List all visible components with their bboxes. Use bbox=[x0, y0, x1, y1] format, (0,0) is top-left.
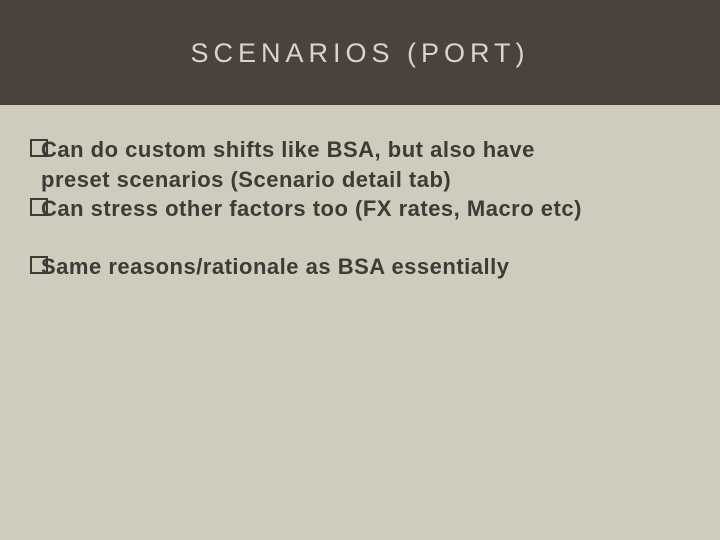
bullet-text-cont: preset scenarios (Scenario detail tab) bbox=[30, 165, 690, 195]
slide: SCENARIOS (PORT) Can do custom shifts li… bbox=[0, 0, 720, 540]
bullet-group-1: Can do custom shifts like BSA, but also … bbox=[30, 135, 690, 224]
bullet-item: Can stress other factors too (FX rates, … bbox=[30, 194, 690, 224]
slide-content: Can do custom shifts like BSA, but also … bbox=[0, 105, 720, 282]
bullet-text: Can stress other factors too (FX rates, … bbox=[41, 194, 582, 224]
bullet-item: Same reasons/rationale as BSA essentiall… bbox=[30, 252, 690, 282]
bullet-text: Same reasons/rationale as BSA essentiall… bbox=[41, 252, 509, 282]
bullet-text: Can do custom shifts like BSA, but also … bbox=[41, 135, 535, 165]
slide-title: SCENARIOS (PORT) bbox=[0, 38, 720, 69]
bullet-group-2: Same reasons/rationale as BSA essentiall… bbox=[30, 252, 690, 282]
bullet-item: Can do custom shifts like BSA, but also … bbox=[30, 135, 690, 165]
slide-header: SCENARIOS (PORT) bbox=[0, 0, 720, 105]
